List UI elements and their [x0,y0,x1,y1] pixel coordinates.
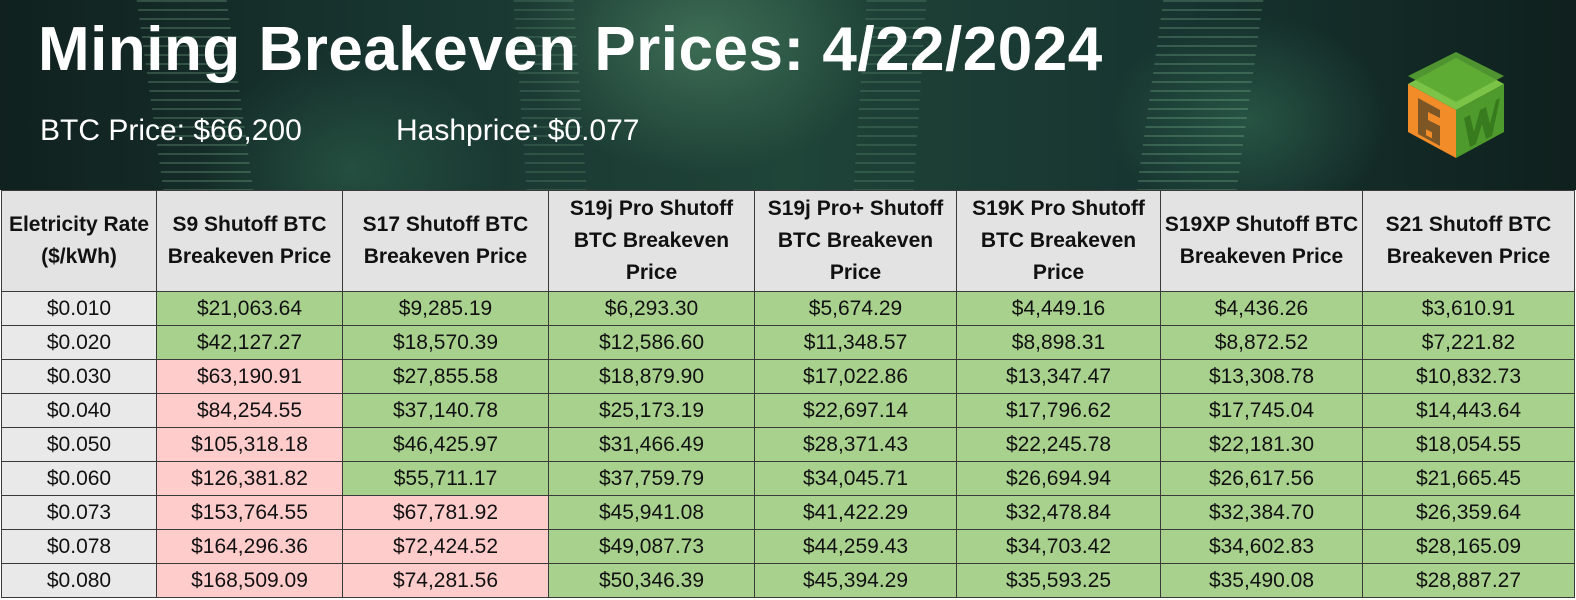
column-header-s19j-pro-plus: S19j Pro+ Shutoff BTC Breakeven Price [754,190,957,292]
table-row: $0.050 $105,318.18 $46,425.97 $31,466.49 $28… [1,427,1575,462]
table-row: $0.080 $168,509.09 $74,281.56 $50,346.39 $45… [1,563,1575,598]
electricity-rate-cell: $0.078 [1,529,157,564]
breakeven-price-cell: $32,384.70 [1160,495,1363,530]
breakeven-price-cell: $63,190.91 [156,359,343,394]
table-row: $0.073 $153,764.55 $67,781.92 $45,941.08 $41… [1,495,1575,530]
column-header-electricity-rate: Eletricity Rate ($/kWh) [1,190,157,292]
breakeven-price-cell: $34,602.83 [1160,529,1363,564]
breakeven-price-cell: $17,796.62 [956,393,1161,428]
breakeven-price-cell: $17,022.86 [754,359,957,394]
table-row: $0.010 $21,063.64 $9,285.19 $6,293.30 $5,674… [1,291,1575,326]
breakeven-price-cell: $11,348.57 [754,325,957,360]
breakeven-price-cell: $42,127.27 [156,325,343,360]
breakeven-price-cell: $6,293.30 [548,291,755,326]
page-title: Mining Breakeven Prices: 4/22/2024 [38,15,1103,84]
column-header-s9: S9 Shutoff BTC Breakeven Price [156,190,343,292]
breakeven-price-cell: $26,694.94 [956,461,1161,496]
electricity-rate-cell: $0.073 [1,495,157,530]
breakeven-price-cell: $17,745.04 [1160,393,1363,428]
breakeven-table: Eletricity Rate ($/kWh) S9 Shutoff BTC B… [1,190,1575,598]
breakeven-price-cell: $7,221.82 [1362,325,1575,360]
electricity-rate-cell: $0.050 [1,427,157,462]
header-banner: Mining Breakeven Prices: 4/22/2024 BTC P… [0,0,1576,190]
column-header-s21: S21 Shutoff BTC Breakeven Price [1362,190,1575,292]
column-header-s19xp: S19XP Shutoff BTC Breakeven Price [1160,190,1363,292]
breakeven-price-cell: $27,855.58 [342,359,549,394]
breakeven-price-cell: $13,308.78 [1160,359,1363,394]
electricity-rate-cell: $0.040 [1,393,157,428]
breakeven-price-cell: $35,593.25 [956,563,1161,598]
breakeven-price-cell: $26,359.64 [1362,495,1575,530]
breakeven-price-cell: $67,781.92 [342,495,549,530]
table-header-row: Eletricity Rate ($/kWh) S9 Shutoff BTC B… [1,190,1575,292]
breakeven-price-cell: $37,140.78 [342,393,549,428]
table-row: $0.060 $126,381.82 $55,711.17 $37,759.79 $34… [1,461,1575,496]
breakeven-price-cell: $45,394.29 [754,563,957,598]
breakeven-price-cell: $10,832.73 [1362,359,1575,394]
breakeven-price-cell: $153,764.55 [156,495,343,530]
table-row: $0.030 $63,190.91 $27,855.58 $18,879.90 $17,… [1,359,1575,394]
breakeven-price-cell: $55,711.17 [342,461,549,496]
server-rack-background [1136,0,1264,190]
breakeven-price-cell: $34,703.42 [956,529,1161,564]
breakeven-price-cell: $28,887.27 [1362,563,1575,598]
breakeven-price-cell: $41,422.29 [754,495,957,530]
breakeven-price-cell: $5,674.29 [754,291,957,326]
breakeven-price-cell: $18,054.55 [1362,427,1575,462]
breakeven-price-cell: $168,509.09 [156,563,343,598]
column-header-s19j-pro: S19j Pro Shutoff BTC Breakeven Price [548,190,755,292]
breakeven-price-cell: $13,347.47 [956,359,1161,394]
breakeven-price-cell: $22,181.30 [1160,427,1363,462]
breakeven-price-cell: $32,478.84 [956,495,1161,530]
breakeven-price-cell: $50,346.39 [548,563,755,598]
breakeven-price-cell: $49,087.73 [548,529,755,564]
breakeven-price-cell: $72,424.52 [342,529,549,564]
electricity-rate-cell: $0.030 [1,359,157,394]
breakeven-price-cell: $8,872.52 [1160,325,1363,360]
table-row: $0.078 $164,296.36 $72,424.52 $49,087.73 $44… [1,529,1575,564]
breakeven-price-cell: $14,443.64 [1362,393,1575,428]
breakeven-price-cell: $26,617.56 [1160,461,1363,496]
breakeven-price-cell: $4,436.26 [1160,291,1363,326]
breakeven-price-cell: $28,371.43 [754,427,957,462]
electricity-rate-cell: $0.060 [1,461,157,496]
breakeven-price-cell: $3,610.91 [1362,291,1575,326]
breakeven-price-cell: $21,665.45 [1362,461,1575,496]
hashprice-label: Hashprice: $0.077 [396,114,640,147]
column-header-s17: S17 Shutoff BTC Breakeven Price [342,190,549,292]
breakeven-price-cell: $12,586.60 [548,325,755,360]
breakeven-price-cell: $18,570.39 [342,325,549,360]
btc-price-label: BTC Price: $66,200 [40,114,302,147]
breakeven-price-cell: $22,697.14 [754,393,957,428]
bw-logo-icon [1408,52,1504,158]
breakeven-price-cell: $18,879.90 [548,359,755,394]
breakeven-price-cell: $35,490.08 [1160,563,1363,598]
breakeven-price-cell: $21,063.64 [156,291,343,326]
breakeven-price-cell: $46,425.97 [342,427,549,462]
breakeven-price-cell: $31,466.49 [548,427,755,462]
breakeven-price-cell: $25,173.19 [548,393,755,428]
column-header-s19k-pro: S19K Pro Shutoff BTC Breakeven Price [956,190,1161,292]
breakeven-price-cell: $44,259.43 [754,529,957,564]
electricity-rate-cell: $0.010 [1,291,157,326]
breakeven-price-cell: $164,296.36 [156,529,343,564]
electricity-rate-cell: $0.020 [1,325,157,360]
breakeven-price-cell: $74,281.56 [342,563,549,598]
breakeven-price-cell: $28,165.09 [1362,529,1575,564]
breakeven-price-cell: $34,045.71 [754,461,957,496]
breakeven-price-cell: $37,759.79 [548,461,755,496]
breakeven-price-cell: $8,898.31 [956,325,1161,360]
breakeven-price-cell: $4,449.16 [956,291,1161,326]
breakeven-price-cell: $105,318.18 [156,427,343,462]
breakeven-price-cell: $22,245.78 [956,427,1161,462]
breakeven-price-cell: $9,285.19 [342,291,549,326]
table-row: $0.020 $42,127.27 $18,570.39 $12,586.60 $11,… [1,325,1575,360]
breakeven-price-cell: $84,254.55 [156,393,343,428]
breakeven-price-cell: $126,381.82 [156,461,343,496]
table-row: $0.040 $84,254.55 $37,140.78 $25,173.19 $22,… [1,393,1575,428]
breakeven-price-cell: $45,941.08 [548,495,755,530]
electricity-rate-cell: $0.080 [1,563,157,598]
